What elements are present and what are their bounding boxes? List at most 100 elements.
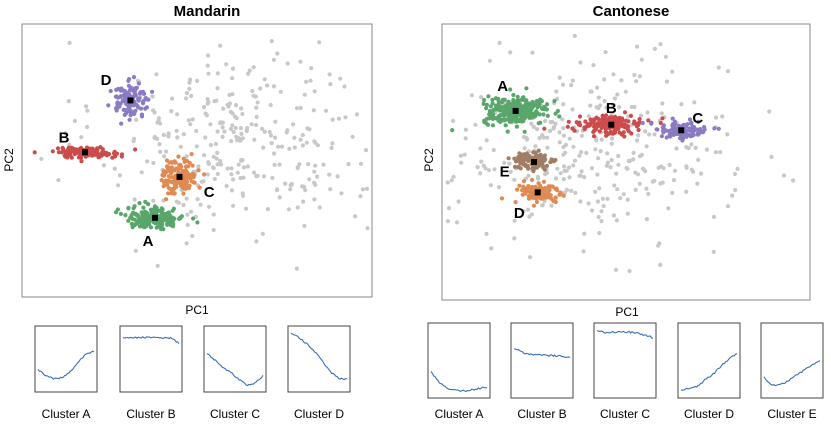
unassigned-point xyxy=(548,119,553,124)
unassigned-point xyxy=(459,160,464,165)
unassigned-point xyxy=(512,218,517,223)
cluster-d-point xyxy=(558,190,563,195)
cluster-b-point xyxy=(94,150,99,156)
cluster-a-point xyxy=(157,208,162,213)
cluster-a-point xyxy=(557,114,562,119)
contour-frame xyxy=(593,322,657,399)
unassigned-point xyxy=(549,203,554,208)
unassigned-point xyxy=(521,209,526,214)
cluster-a-point xyxy=(519,97,524,102)
unassigned-point xyxy=(205,63,210,68)
unassigned-point xyxy=(581,249,586,254)
unassigned-point xyxy=(554,89,559,94)
unassigned-point xyxy=(84,104,89,109)
cluster-d-point xyxy=(541,179,547,184)
cluster-a-point xyxy=(500,117,505,122)
cluster-c-point xyxy=(702,125,707,130)
unassigned-point xyxy=(725,204,731,209)
cluster-d-point xyxy=(131,103,136,108)
cluster-e-point xyxy=(512,164,518,169)
cluster-a-centroid xyxy=(512,107,519,114)
unassigned-point xyxy=(564,168,569,173)
unassigned-point xyxy=(540,133,545,138)
cluster-b-point xyxy=(32,150,37,155)
unassigned-point xyxy=(571,163,576,168)
cluster-a-point xyxy=(450,128,455,133)
contour-line xyxy=(290,332,348,381)
unassigned-point xyxy=(273,135,278,140)
unassigned-point xyxy=(184,154,189,159)
cluster-b-point xyxy=(613,123,618,128)
unassigned-point xyxy=(547,128,553,134)
unassigned-point xyxy=(458,153,463,158)
mandarin-ylabel: PC2 xyxy=(2,148,16,172)
unassigned-point xyxy=(659,111,664,116)
cluster-c-point xyxy=(191,180,196,185)
cluster-d-point xyxy=(536,181,541,186)
unassigned-point xyxy=(151,198,156,203)
unassigned-point xyxy=(621,192,626,197)
unassigned-point xyxy=(240,193,246,198)
unassigned-point xyxy=(220,125,225,130)
cluster-a-point xyxy=(166,218,171,223)
unassigned-point xyxy=(252,170,257,175)
unassigned-point xyxy=(222,129,227,134)
unassigned-point xyxy=(206,53,211,58)
unassigned-point xyxy=(185,90,190,96)
unassigned-point xyxy=(689,142,694,147)
unassigned-point xyxy=(545,135,550,140)
unassigned-point xyxy=(692,100,697,105)
cluster-c-point xyxy=(716,126,721,131)
unassigned-point xyxy=(272,151,277,156)
unassigned-point xyxy=(479,95,484,100)
cluster-a-point xyxy=(142,221,147,226)
unassigned-point xyxy=(254,174,259,179)
cluster-b-point xyxy=(617,120,623,125)
unassigned-point xyxy=(175,112,180,117)
unassigned-point xyxy=(635,44,640,49)
cluster-c-point xyxy=(640,120,645,126)
unassigned-point xyxy=(473,122,478,127)
unassigned-point xyxy=(196,164,201,169)
unassigned-point xyxy=(133,248,138,253)
unassigned-point xyxy=(660,101,665,106)
unassigned-point xyxy=(155,120,160,125)
unassigned-point xyxy=(188,122,193,127)
unassigned-point xyxy=(632,72,637,78)
unassigned-point xyxy=(206,71,211,76)
cluster-b-point xyxy=(98,145,103,150)
cluster-b-point xyxy=(622,110,628,115)
unassigned-point xyxy=(560,117,565,122)
cluster-d-point xyxy=(139,112,144,117)
mandarin-plot-frame xyxy=(21,23,373,298)
unassigned-point xyxy=(286,207,291,212)
unassigned-point xyxy=(557,130,562,135)
unassigned-point xyxy=(525,207,531,212)
unassigned-point xyxy=(240,111,245,117)
unassigned-point xyxy=(230,66,236,71)
cluster-b-point xyxy=(90,146,95,151)
unassigned-point xyxy=(604,105,609,110)
cluster-a-point xyxy=(484,102,489,107)
unassigned-point xyxy=(569,188,574,193)
unassigned-point xyxy=(239,158,244,163)
cluster-d-point xyxy=(131,75,137,80)
unassigned-point xyxy=(569,83,574,88)
unassigned-point xyxy=(522,135,527,140)
unassigned-point xyxy=(330,117,335,122)
cluster-b-point xyxy=(615,126,620,131)
contour-frame xyxy=(287,325,351,393)
cluster-d-point xyxy=(116,95,121,100)
unassigned-point xyxy=(330,141,335,146)
unassigned-point xyxy=(253,94,258,99)
cluster-a-point xyxy=(143,199,148,204)
contour-caption: Cluster B xyxy=(126,407,175,421)
unassigned-point xyxy=(285,128,290,133)
cluster-a-point xyxy=(142,210,147,215)
cluster-b-point xyxy=(637,117,642,122)
unassigned-point xyxy=(218,120,223,125)
unassigned-point xyxy=(562,190,568,195)
unassigned-point xyxy=(570,107,575,112)
cluster-a-point xyxy=(148,207,154,212)
unassigned-point xyxy=(206,100,211,105)
